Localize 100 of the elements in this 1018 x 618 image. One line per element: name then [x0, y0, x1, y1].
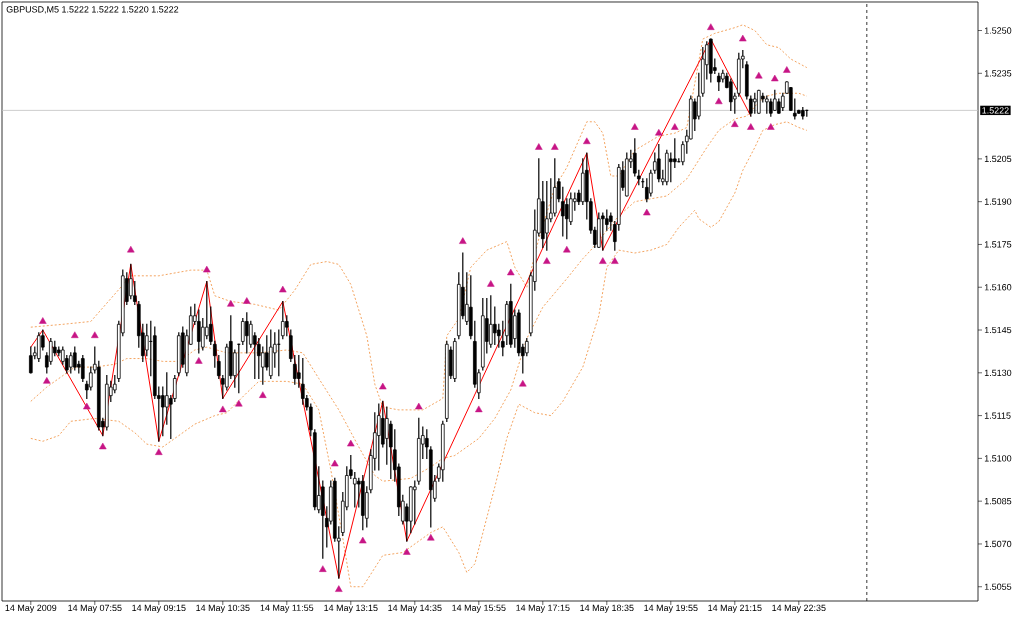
- point: [475, 405, 483, 413]
- y-tick-label: 1.5190: [984, 198, 1012, 205]
- candlestick: [753, 92, 757, 114]
- candlestick: [173, 375, 177, 402]
- point: [195, 357, 203, 364]
- candlestick: [389, 420, 393, 479]
- candlestick: [377, 403, 381, 471]
- point: [319, 565, 327, 572]
- point: [599, 257, 607, 264]
- point: [643, 208, 651, 216]
- candlestick: [197, 309, 201, 354]
- candlestick: [161, 386, 165, 437]
- x-tick-label: 14 May 15:55: [452, 604, 506, 613]
- y-tick-label: 1.5145: [984, 326, 1012, 334]
- candlestick: [489, 295, 493, 348]
- chart-title: GBPUSD,M5 1.5222 1.5222 1.5220 1.5222: [6, 6, 179, 14]
- point: [747, 123, 755, 130]
- candlestick: [773, 89, 777, 111]
- y-tick-label: 1.5070: [984, 540, 1012, 548]
- point: [347, 439, 355, 447]
- candlestick: [281, 300, 285, 340]
- point: [227, 300, 235, 307]
- point: [83, 402, 91, 410]
- x-tick-label: 14 May 14:35: [388, 604, 442, 613]
- y-tick-label: 1.5115: [984, 412, 1011, 419]
- point: [335, 585, 343, 592]
- candlestick: [73, 346, 77, 371]
- point: [739, 34, 747, 42]
- point: [755, 71, 763, 79]
- point: [219, 405, 227, 413]
- point: [551, 143, 559, 150]
- point: [203, 265, 211, 273]
- candlestick: [493, 306, 497, 345]
- candlestick: [657, 144, 661, 183]
- x-tick-label: 14 May 19:55: [644, 604, 698, 613]
- candlestick: [569, 192, 573, 226]
- candlestick: [245, 312, 249, 354]
- candlestick: [545, 181, 549, 251]
- y-tick-label: 1.5100: [984, 455, 1012, 462]
- point: [507, 268, 515, 276]
- candlestick: [81, 355, 85, 382]
- point: [43, 377, 51, 384]
- y-tick-label: 1.5160: [984, 284, 1012, 291]
- point: [279, 285, 287, 293]
- point: [331, 459, 339, 467]
- candlestick: [601, 212, 605, 251]
- y-tick-label: 1.5085: [984, 497, 1012, 505]
- candlestick: [669, 152, 673, 183]
- x-tick-label: 14 May 17:15: [516, 604, 570, 613]
- x-tick-label: 14 May 07:55: [68, 604, 122, 613]
- point: [707, 23, 715, 30]
- x-tick-label: 14 May 18:35: [580, 604, 634, 613]
- point: [403, 548, 411, 555]
- point: [99, 442, 107, 450]
- point: [39, 317, 47, 324]
- point: [519, 379, 527, 387]
- point: [543, 257, 551, 264]
- point: [415, 402, 423, 410]
- y-tick-label: 1.5205: [984, 155, 1012, 163]
- candlestick: [673, 138, 677, 169]
- point: [731, 120, 739, 127]
- point: [487, 280, 495, 287]
- point: [631, 123, 639, 130]
- candlestick: [49, 337, 53, 365]
- point: [655, 128, 663, 136]
- ref-line-label: 1.5222: [982, 107, 1009, 114]
- point: [671, 123, 679, 130]
- y-tick-label: 1.5055: [984, 583, 1012, 590]
- point: [715, 97, 723, 105]
- x-tick-label: 14 May 2009: [5, 604, 57, 613]
- candlestick: [37, 332, 41, 362]
- candlestick: [413, 480, 417, 525]
- point: [259, 391, 267, 398]
- candlestick: [605, 209, 609, 231]
- x-tick-label: 14 May 11:55: [260, 604, 314, 613]
- point: [91, 331, 99, 338]
- point: [767, 123, 775, 130]
- point: [71, 331, 79, 338]
- x-tick-label: 14 May 13:15: [324, 604, 378, 613]
- point: [379, 382, 387, 390]
- x-tick-label: 14 May 09:15: [132, 604, 186, 613]
- point: [611, 257, 619, 264]
- point: [235, 399, 243, 407]
- x-tick-label: 14 May 22:35: [772, 604, 826, 613]
- candlestick: [261, 346, 265, 385]
- point: [583, 137, 591, 145]
- candlestick: [29, 346, 33, 374]
- point: [535, 143, 543, 150]
- y-tick-label: 1.5175: [984, 241, 1012, 248]
- candlestick: [757, 89, 761, 114]
- point: [459, 237, 467, 244]
- candlestick: [353, 472, 357, 508]
- point: [771, 74, 779, 82]
- candlestick: [69, 352, 73, 374]
- point: [427, 534, 435, 541]
- candlestick: [565, 198, 569, 240]
- point: [783, 66, 791, 73]
- line-series: [30, 121, 808, 588]
- candlestick: [729, 78, 733, 111]
- y-tick-label: 1.5130: [984, 369, 1012, 376]
